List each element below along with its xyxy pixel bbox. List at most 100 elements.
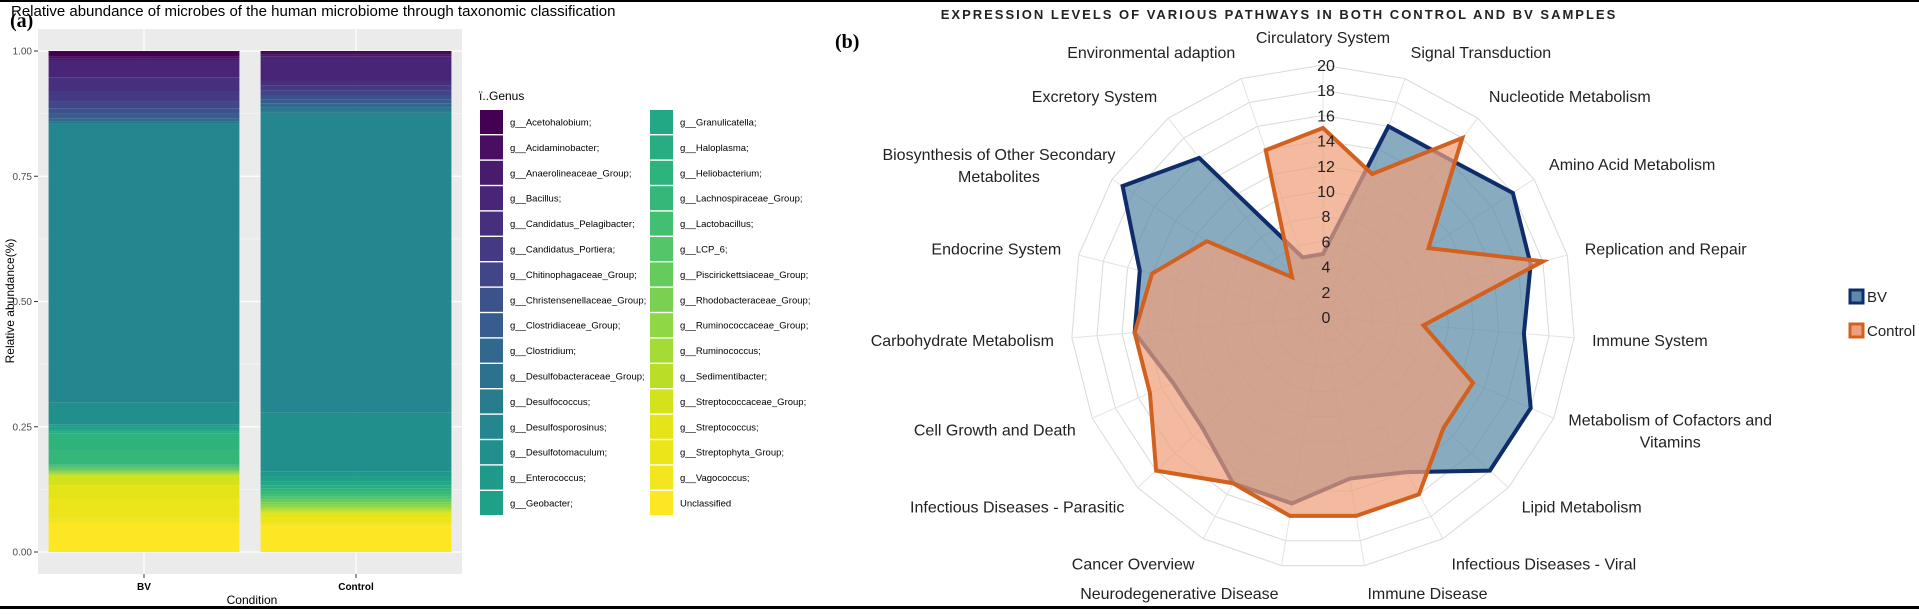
bar-segment <box>48 474 240 476</box>
y-tick-label: 1.00 <box>13 47 33 58</box>
bar-segment <box>260 496 452 500</box>
bar-segment <box>48 118 240 122</box>
legend-label: g__Desulfotomaculum; <box>510 448 607 459</box>
legend-label: g__Streptococcaceae_Group; <box>680 397 806 408</box>
radial-tick-label: 14 <box>1317 134 1335 151</box>
category-label: Signal Transduction <box>1411 45 1552 62</box>
legend-swatch <box>480 160 503 185</box>
bar-segment <box>260 508 452 511</box>
bar-segment <box>260 109 452 113</box>
bar-segment <box>260 90 452 96</box>
legend-label: g__Clostridiaceae_Group; <box>510 321 620 332</box>
bar-segment <box>48 523 240 552</box>
legend-swatch <box>480 110 503 134</box>
legend-label: Unclassified <box>680 499 731 510</box>
radial-tick-label: 8 <box>1322 209 1331 226</box>
legend-swatch <box>650 237 673 261</box>
bar-segment <box>48 56 240 59</box>
bar-segment <box>48 518 240 524</box>
bar-segment <box>48 424 240 427</box>
legend-swatch <box>650 287 673 312</box>
legend-label: g__Haloplasma; <box>680 143 749 154</box>
bar-segment <box>260 107 452 110</box>
bar-segment <box>260 524 452 552</box>
legend-label: g__Desulfococcus; <box>510 397 590 408</box>
legend-label: g__Acidaminobacter; <box>510 143 599 154</box>
legend-swatch <box>480 287 503 312</box>
category-label: Immune System <box>1592 333 1708 350</box>
stacked-bar-chart: (a) Relative abundance of microbes of th… <box>3 3 810 607</box>
radar-chart: (b) EXPRESSION LEVELS OF VARIOUS PATHWAY… <box>835 7 1915 603</box>
bar-segment <box>260 488 452 492</box>
x-ticks: BV Control <box>137 574 374 593</box>
bar-segment <box>260 412 452 472</box>
legend-swatch <box>650 211 673 236</box>
y-tick-label: 0.00 <box>13 548 33 559</box>
category-labels: Circulatory System Signal Transduction Nuc… <box>871 30 1772 603</box>
radial-tick-label: 16 <box>1317 108 1335 125</box>
radial-tick-label: 12 <box>1317 159 1335 176</box>
legend-label: g__Chitinophagaceae_Group; <box>510 270 637 281</box>
bar-segment <box>48 450 240 465</box>
radial-tick-label: 2 <box>1322 285 1331 302</box>
category-label: Cancer Overview <box>1072 556 1195 573</box>
legend-swatch-bv <box>1848 288 1865 305</box>
legend-label: g__Ruminococcaceae_Group; <box>680 321 808 332</box>
bar-segment <box>48 77 240 92</box>
legend-label: g__Candidatus_Portiera; <box>510 245 615 256</box>
radar-series-control <box>1132 125 1550 518</box>
bar-segment <box>48 464 240 467</box>
bar-segment <box>48 470 240 472</box>
legend-label: g__Bacillus; <box>510 194 561 205</box>
bar-segment <box>260 80 452 86</box>
legend-label: g__Vagococcus; <box>680 473 750 484</box>
legend-label: g__LCP_6; <box>680 245 728 256</box>
bar-segment <box>48 431 240 434</box>
bar-segment <box>260 507 452 509</box>
legend-label: g__Acetohalobium; <box>510 118 591 129</box>
legend-label: g__Geobacter; <box>510 499 573 510</box>
bar-segment <box>48 113 240 119</box>
y-ticks: 0.00 0.25 0.50 0.75 1.00 <box>13 47 38 559</box>
legend-swatch <box>650 313 673 338</box>
category-label: Neurodegenerative Disease <box>1080 586 1278 603</box>
bar-segment <box>48 429 240 432</box>
chart-title-a: Relative abundance of microbes of the hu… <box>11 3 615 20</box>
bar-segment <box>48 472 240 475</box>
legend-label: g__Streptophyta_Group; <box>680 448 784 459</box>
legend-swatch <box>650 389 673 414</box>
y-tick-label: 0.50 <box>13 297 33 308</box>
legend-swatch <box>650 110 673 134</box>
legend-swatch <box>650 440 673 465</box>
legend-label: g__Rhodobacteraceae_Group; <box>680 295 810 306</box>
legend-swatch <box>480 338 503 363</box>
legend-label: g__Heliobacterium; <box>680 168 762 179</box>
bar-segment <box>260 485 452 489</box>
radar-legend: BV Control <box>1848 288 1915 340</box>
bar-segment <box>48 121 240 123</box>
bar-segment <box>260 510 452 513</box>
bar-segment <box>48 475 240 486</box>
x-tick-label: BV <box>137 582 151 593</box>
bar-segment <box>260 103 452 108</box>
legend-swatch <box>650 465 673 490</box>
legend-swatch <box>480 313 503 338</box>
legend-label: g__Streptococcus; <box>680 422 759 433</box>
legend-label: g__Enterococcus; <box>510 473 586 484</box>
legend-label-bv: BV <box>1867 289 1887 306</box>
legend-label: g__Desulfobacteraceae_Group; <box>510 372 645 383</box>
bar-segment <box>48 51 240 57</box>
legend-swatch <box>480 135 503 160</box>
bar-segment <box>260 56 452 81</box>
bar-segment <box>48 426 240 430</box>
bar-segment <box>48 433 240 451</box>
legend-swatch <box>650 491 673 515</box>
radial-ticks: 0 2 4 6 8 10 12 14 16 18 20 <box>1317 58 1335 327</box>
x-tick-label: Control <box>338 582 374 593</box>
panel-label-b: (b) <box>835 31 859 53</box>
legend-swatch <box>480 211 503 236</box>
bar-segment <box>260 476 452 482</box>
legend-label: g__Desulfosporosinus; <box>510 422 607 433</box>
legend-label: g__Lachnospiraceae_Group; <box>680 194 803 205</box>
bar-segment <box>48 101 240 109</box>
